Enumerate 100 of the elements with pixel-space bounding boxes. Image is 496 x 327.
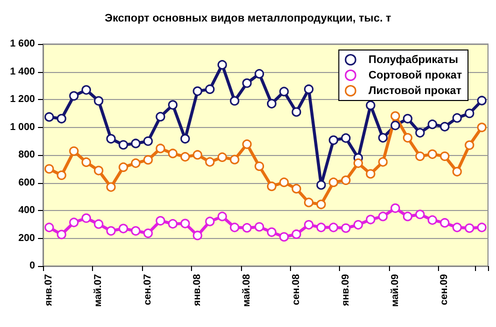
point [328,178,338,188]
point [378,212,388,222]
x-tick-label: янв.07 [44,274,55,306]
y-tick-label: 600 [18,177,36,188]
point [156,112,166,122]
point [242,223,252,233]
point [440,122,450,132]
point [82,85,92,95]
point [415,210,425,220]
point [266,227,276,237]
point [464,223,474,233]
point [402,133,412,143]
point [353,220,363,230]
point [180,134,190,144]
point [440,152,450,161]
point [230,96,240,106]
point [192,86,202,96]
y-tick-label: 800 [18,150,36,160]
point [230,154,240,164]
point [156,216,166,226]
y-tick-label: 1 200 [10,94,36,105]
point [292,184,302,194]
point [316,180,326,190]
point [118,224,128,234]
point [266,98,276,108]
x-tick-label: янв.09 [340,274,352,306]
point [440,218,450,228]
point [292,229,302,239]
point [341,223,351,233]
point [242,78,252,88]
point [304,220,314,230]
point [390,203,400,213]
y-tick-label: 200 [18,232,36,244]
point [353,158,363,168]
point [69,218,79,228]
chart-title: Экспорт основных видов металлопродукции, тыс. т [104,12,392,24]
point [69,91,79,101]
legend-label: Листовой прокат [368,84,462,97]
point [192,150,202,160]
point [477,96,487,106]
point [390,120,400,130]
point [378,157,388,167]
point [94,219,104,229]
x-tick-label: янв.08 [192,274,204,306]
point [279,178,289,188]
point [266,182,276,192]
y-tick-label: 1 400 [10,66,36,78]
point [94,166,104,176]
point [180,152,190,162]
point [292,107,302,117]
y-tick-label: 1 000 [10,122,36,133]
point [452,113,462,123]
legend-label: Сортовой прокат [368,69,463,82]
point [378,133,388,143]
point [205,157,215,167]
point [156,144,166,154]
x-tick-label: май.08 [241,274,252,307]
point [316,200,326,210]
point [130,226,140,236]
point [56,170,66,180]
point [428,215,438,225]
point [304,198,314,208]
x-tick-label: май.09 [390,274,401,307]
point [366,100,376,110]
point [56,114,66,124]
point [44,222,54,232]
point [205,216,215,226]
point [402,114,412,124]
point [82,213,92,223]
point [254,69,264,79]
point [44,112,54,122]
point [118,140,128,150]
point [230,222,240,232]
point [477,222,487,232]
point [316,222,326,232]
point [477,122,487,132]
point [168,100,178,110]
y-tick-label: 1 600 [10,38,36,50]
y-tick-label: 0 [29,260,36,272]
point [106,134,116,144]
point [143,136,153,146]
point [242,139,252,149]
point [44,164,54,174]
point [279,232,289,242]
point [428,120,438,130]
point [341,133,351,143]
point [217,212,227,222]
point [205,84,215,94]
point [94,96,104,106]
x-tick-label: сен.08 [290,274,302,306]
point [452,222,462,232]
legend-label: Полуфабрикаты [368,54,458,66]
point [328,222,338,232]
point [304,84,314,94]
x-tick-label: май.07 [93,274,104,307]
point [217,60,227,70]
point [279,86,289,96]
point [464,140,474,150]
y-tick-label: 400 [18,205,36,216]
point [168,219,178,229]
